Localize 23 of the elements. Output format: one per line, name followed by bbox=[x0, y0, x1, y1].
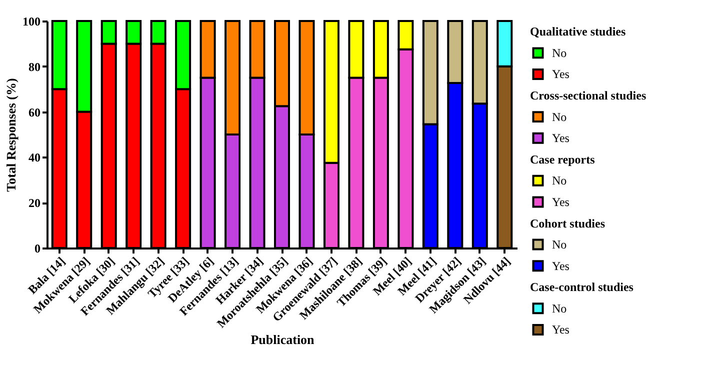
legend-label: Yes bbox=[552, 322, 570, 337]
legend-label: Yes bbox=[552, 258, 570, 273]
text: Cross-sectional studies bbox=[530, 88, 646, 103]
legend-label: No bbox=[552, 110, 567, 124]
text: Qualitative studies bbox=[530, 24, 626, 39]
text: Case reports bbox=[530, 152, 596, 166]
legend-label: No bbox=[552, 46, 567, 60]
legend-label: No bbox=[552, 238, 567, 252]
legend-label: Yes bbox=[552, 194, 570, 209]
legend-label: No bbox=[552, 174, 567, 188]
y-tick-label: 60 bbox=[28, 105, 40, 120]
x-axis-title: Publication bbox=[250, 332, 316, 347]
y-tick-label: 80 bbox=[28, 60, 40, 74]
y-axis-title: Total Responses (%) bbox=[4, 78, 18, 192]
legend-label: No bbox=[552, 301, 567, 316]
y-tick-label: 100 bbox=[22, 14, 40, 28]
y-tick-label: 40 bbox=[28, 150, 40, 165]
y-tick-label: 20 bbox=[28, 196, 40, 210]
text: Case-control studies bbox=[530, 280, 634, 294]
legend-label: Yes bbox=[552, 131, 570, 146]
y-tick-label: 0 bbox=[34, 242, 40, 256]
text: Cohort studies bbox=[530, 216, 606, 230]
legend-label: Yes bbox=[552, 67, 570, 82]
